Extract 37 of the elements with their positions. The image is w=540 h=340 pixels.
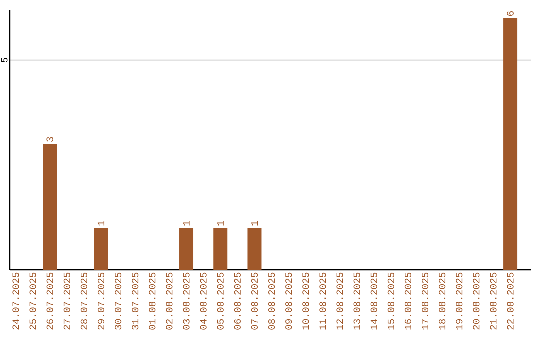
x-tick-label: 11.08.2025 [320, 272, 326, 330]
x-tick-label: 10.08.2025 [302, 272, 310, 330]
data-label: 1 [217, 220, 224, 226]
x-tick-label: 24.07.2025 [12, 272, 20, 330]
x-tick-label: 25.07.2025 [30, 272, 36, 330]
x-tick-label: 15.08.2025 [388, 272, 394, 330]
data-label: 1 [251, 220, 258, 226]
x-tick-label: 02.08.2025 [166, 272, 173, 330]
y-tick-label: 5 [2, 58, 8, 63]
x-tick-label: 05.08.2025 [217, 272, 224, 330]
x-tick-label: 07.08.2025 [251, 272, 258, 330]
x-tick-label: 08.08.2025 [268, 272, 276, 330]
x-tick-label: 12.08.2025 [336, 272, 344, 330]
x-tick-label: 04.08.2025 [200, 272, 207, 330]
x-tick-label: 26.07.2025 [46, 272, 54, 330]
x-tick-label: 03.08.2025 [183, 272, 190, 330]
x-tick-label: 20.08.2025 [473, 272, 480, 330]
x-tick-label: 28.07.2025 [80, 272, 88, 330]
x-tick-label: 30.07.2025 [115, 272, 122, 330]
x-tick-label: 22.08.2025 [507, 272, 514, 330]
x-tick-label: 16.08.2025 [404, 272, 412, 330]
x-tick-label: 09.08.2025 [286, 272, 292, 330]
x-tick-label: 21.08.2025 [490, 272, 497, 330]
x-tick-label: 17.08.2025 [422, 272, 429, 330]
x-tick-label: 27.07.2025 [64, 272, 70, 330]
data-label: 3 [46, 137, 54, 142]
x-tick-label: 19.08.2025 [456, 272, 463, 330]
x-tick-label: 01.08.2025 [149, 272, 156, 330]
data-label: 6 [507, 11, 514, 16]
x-tick-label: 29.07.2025 [98, 272, 105, 330]
x-tick-label: 31.07.2025 [132, 272, 139, 330]
x-tick-label: 18.08.2025 [439, 272, 446, 330]
x-tick-label: 13.08.2025 [354, 272, 360, 330]
x-tick-label: 06.08.2025 [234, 272, 241, 330]
data-label: 1 [98, 220, 105, 226]
data-label: 1 [183, 220, 190, 226]
x-tick-label: 14.08.2025 [370, 272, 378, 330]
